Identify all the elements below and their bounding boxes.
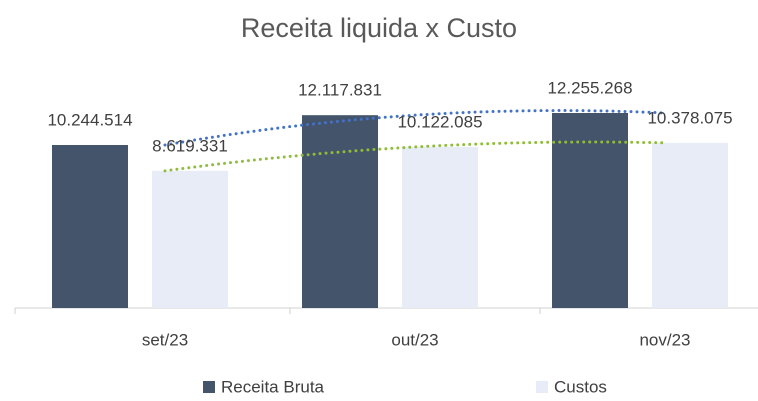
bar [402, 146, 478, 308]
x-tick-label: out/23 [391, 330, 438, 349]
legend-label: Receita Bruta [221, 377, 325, 396]
data-label: 10.244.514 [47, 110, 132, 129]
legend-swatch [536, 381, 548, 393]
legend-swatch [203, 381, 215, 393]
x-tick-label: nov/23 [639, 330, 690, 349]
trendline [163, 109, 667, 147]
data-label: 8.619.331 [152, 136, 228, 155]
data-label: 10.122.085 [397, 112, 482, 131]
data-label: 12.255.268 [547, 78, 632, 97]
bar [552, 113, 628, 308]
chart-title: Receita liquida x Custo [241, 13, 517, 43]
x-tick-label: set/23 [142, 330, 188, 349]
bar [652, 142, 728, 308]
bar [302, 115, 378, 308]
data-label: 12.117.831 [298, 81, 382, 100]
legend-label: Custos [554, 377, 607, 396]
bar [152, 170, 228, 308]
data-label: 10.378.075 [647, 108, 732, 127]
trendline [163, 140, 667, 173]
bar [52, 144, 128, 308]
